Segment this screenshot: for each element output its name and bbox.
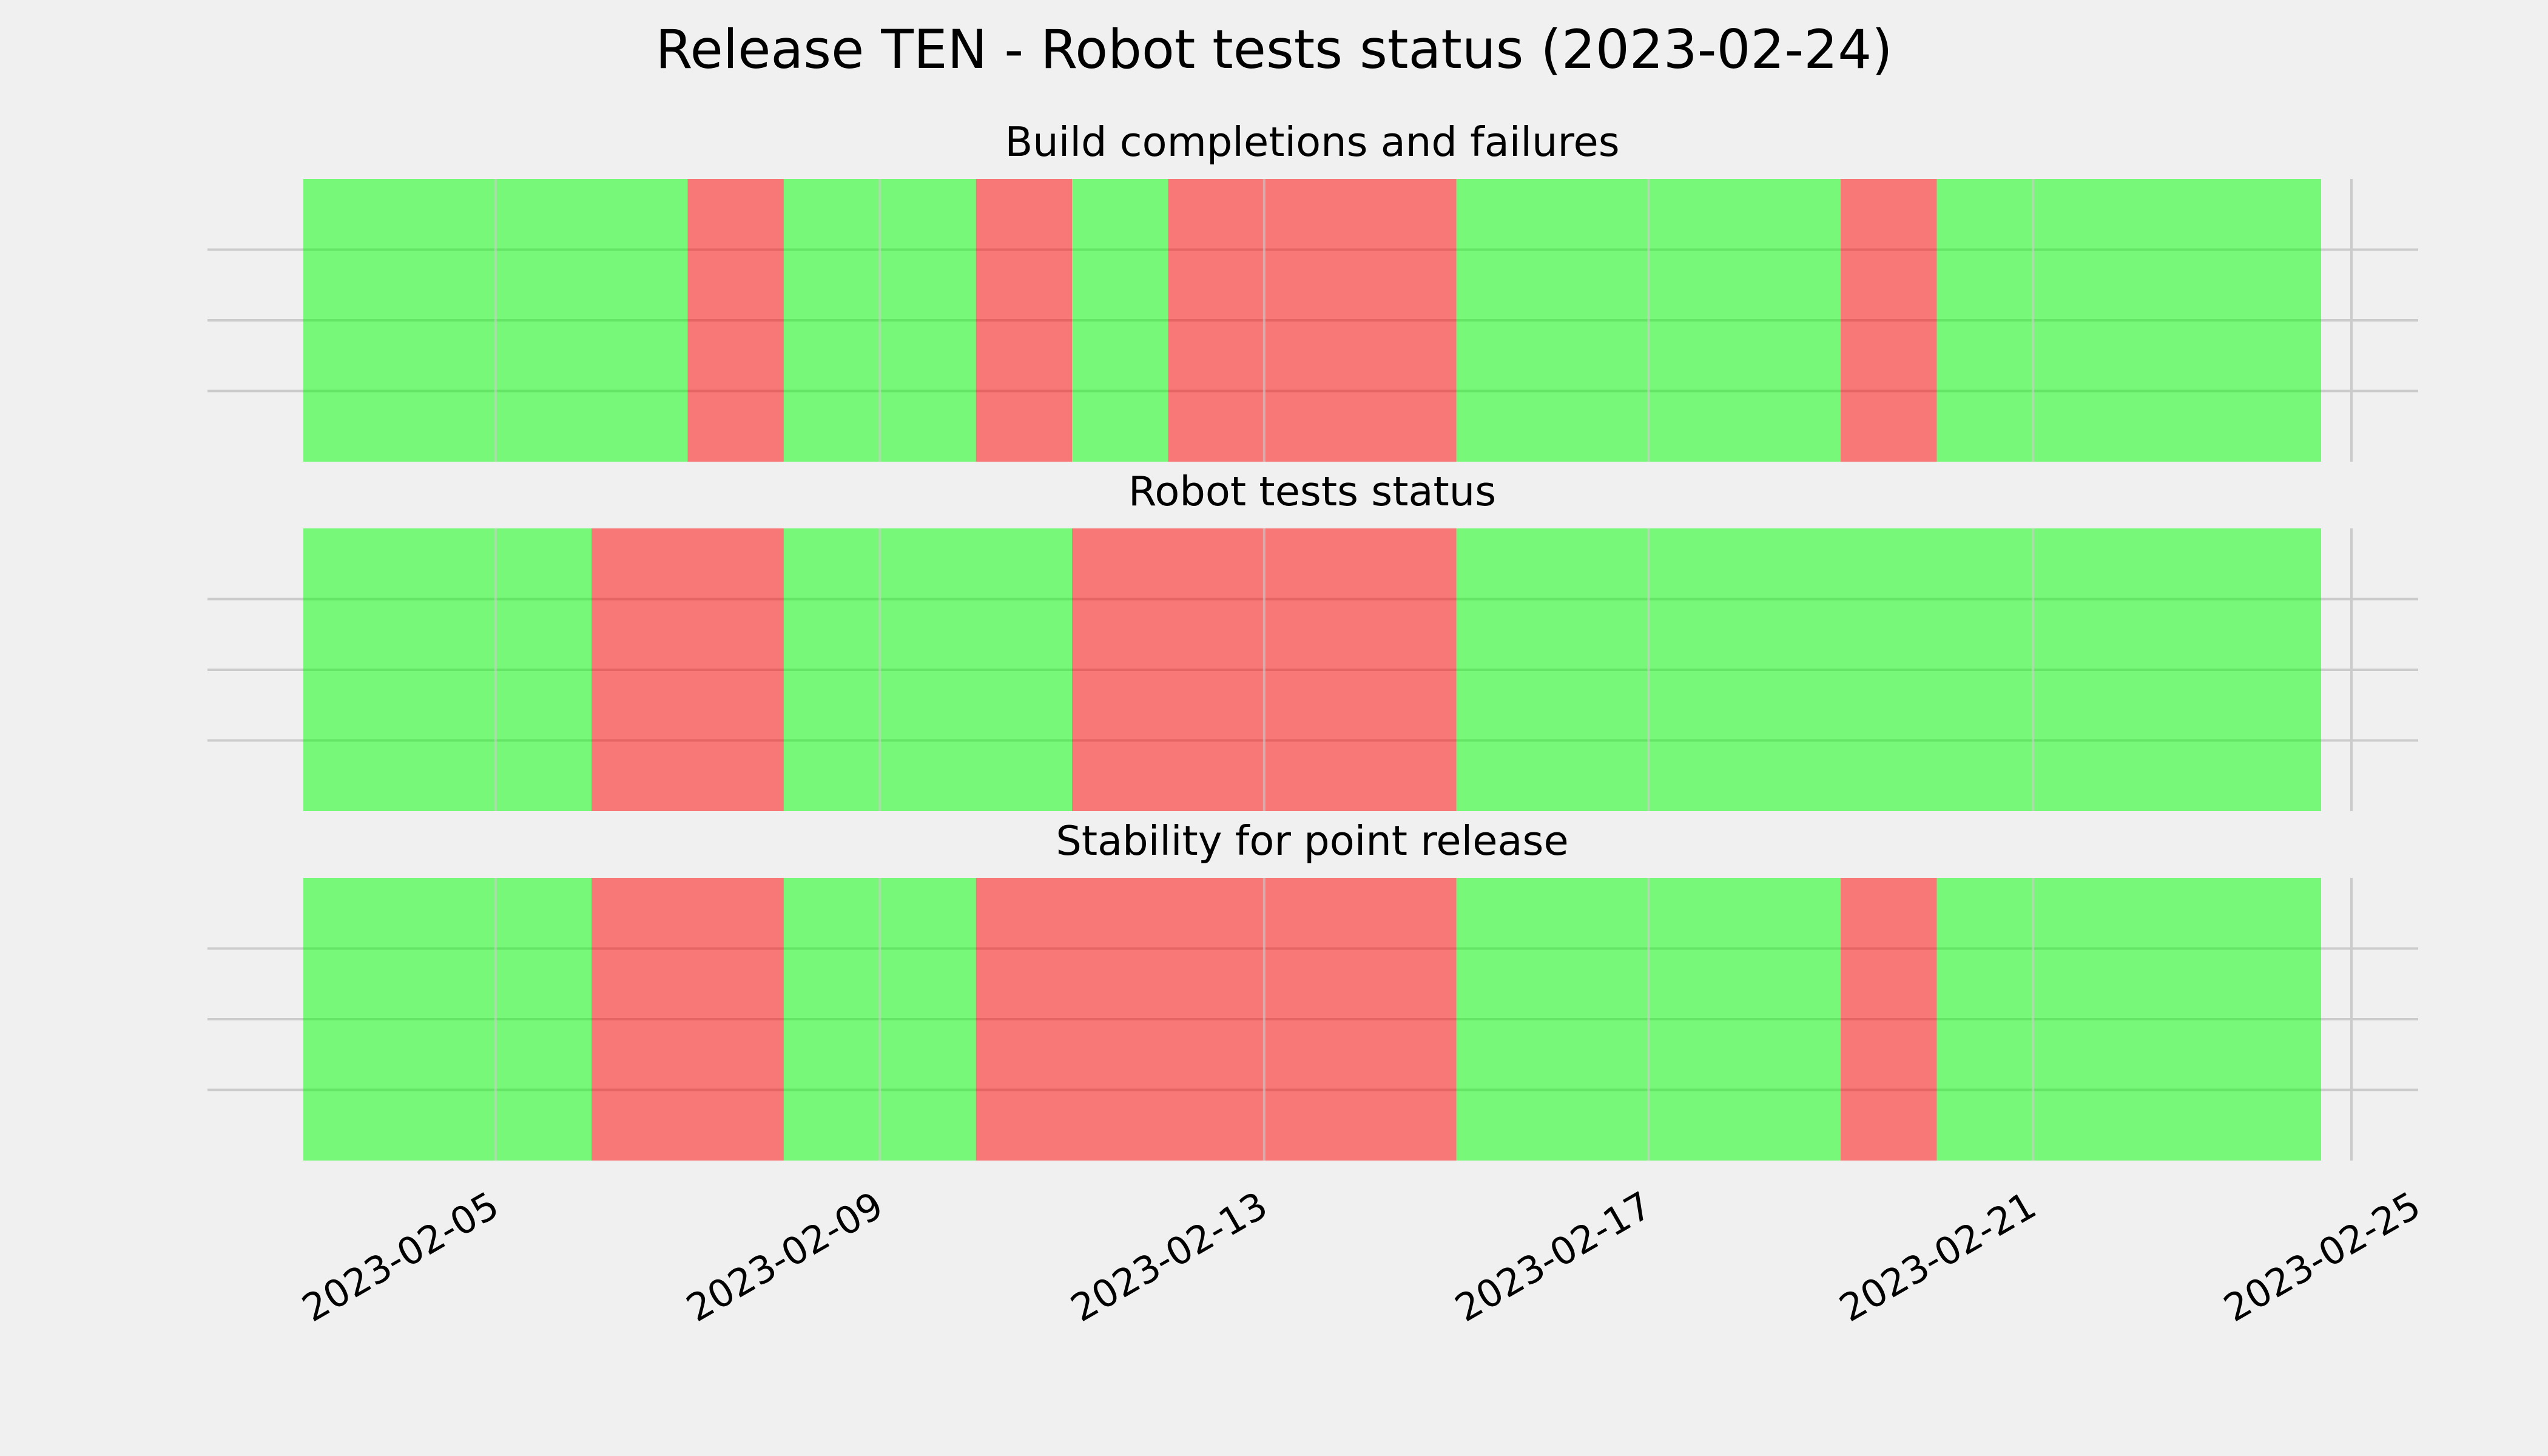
status-segment-fail bbox=[1168, 179, 1457, 462]
status-segment-fail bbox=[1841, 179, 1937, 462]
status-segment-fail bbox=[1841, 878, 1937, 1161]
chart-panels: Build completions and failures Robot test… bbox=[207, 118, 2418, 1161]
status-segment-fail bbox=[592, 528, 784, 811]
panel-2: Robot tests status bbox=[207, 468, 2418, 811]
status-segment-fail bbox=[976, 878, 1457, 1161]
chart-title: Release TEN - Robot tests status (2023-0… bbox=[655, 18, 1892, 81]
status-segment-pass bbox=[303, 528, 592, 811]
status-segment-pass bbox=[1936, 878, 2321, 1161]
status-segment-fail bbox=[592, 878, 784, 1161]
status-segment-pass bbox=[1936, 179, 2321, 462]
panel-title: Robot tests status bbox=[1128, 468, 1496, 515]
panel-title: Stability for point release bbox=[1056, 817, 1568, 864]
panel-1: Build completions and failures bbox=[207, 118, 2418, 462]
status-segment-pass bbox=[1072, 179, 1168, 462]
panel-title: Build completions and failures bbox=[1005, 118, 1619, 166]
panel-3: Stability for point release bbox=[207, 817, 2418, 1161]
status-segment-pass bbox=[1456, 528, 2321, 811]
status-segment-pass bbox=[303, 878, 592, 1161]
status-segment-fail bbox=[687, 179, 784, 462]
status-segment-fail bbox=[976, 179, 1073, 462]
status-segment-pass bbox=[783, 528, 1073, 811]
